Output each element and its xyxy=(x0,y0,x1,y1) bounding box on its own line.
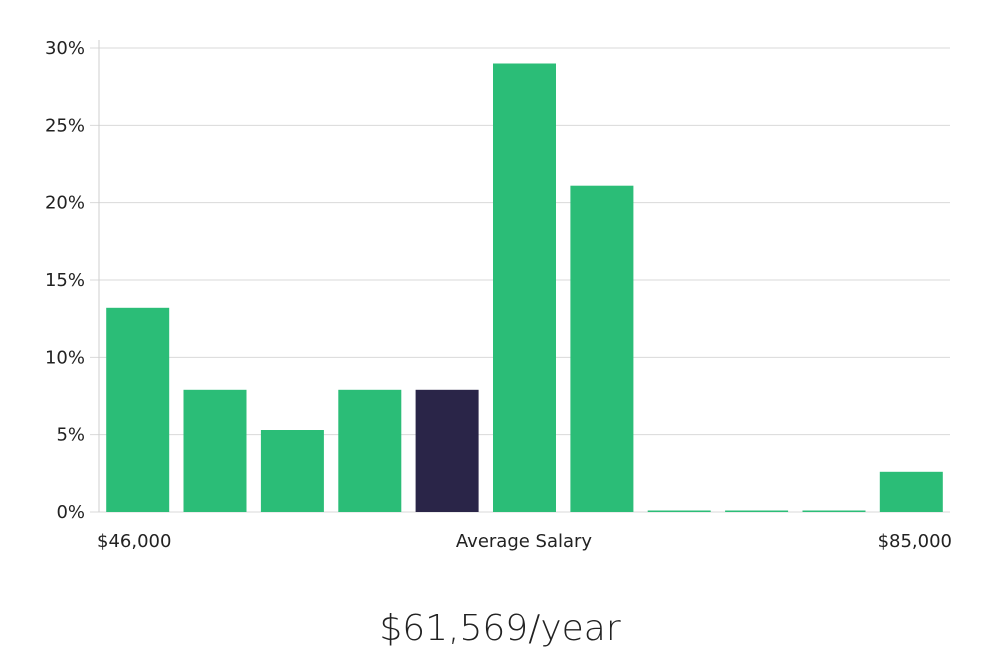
y-tick-label: 10% xyxy=(45,347,85,368)
bar xyxy=(338,389,402,512)
x-label-max: $85,000 xyxy=(878,531,952,552)
bar xyxy=(570,185,634,512)
bar xyxy=(725,510,789,512)
bar xyxy=(802,510,866,512)
y-tick-label: 30% xyxy=(45,38,85,59)
bar xyxy=(879,471,943,512)
y-tick-label: 0% xyxy=(56,502,85,523)
bar xyxy=(647,510,711,512)
y-tick-label: 15% xyxy=(45,270,85,291)
x-label-center: Average Salary xyxy=(456,531,593,552)
y-tick-label: 5% xyxy=(56,425,85,446)
bar xyxy=(260,430,324,512)
y-tick-label: 25% xyxy=(45,115,85,136)
bar xyxy=(106,307,170,512)
average-salary-value: $61,569/year xyxy=(379,608,621,649)
bar-highlighted xyxy=(415,389,479,512)
x-label-min: $46,000 xyxy=(97,531,171,552)
y-tick-label: 20% xyxy=(45,193,85,214)
bar xyxy=(183,389,247,512)
bar xyxy=(493,63,556,512)
salary-histogram: 0% 5% 10% 15% 20% 25% 30% $46,000 Average Sala… xyxy=(45,38,952,552)
